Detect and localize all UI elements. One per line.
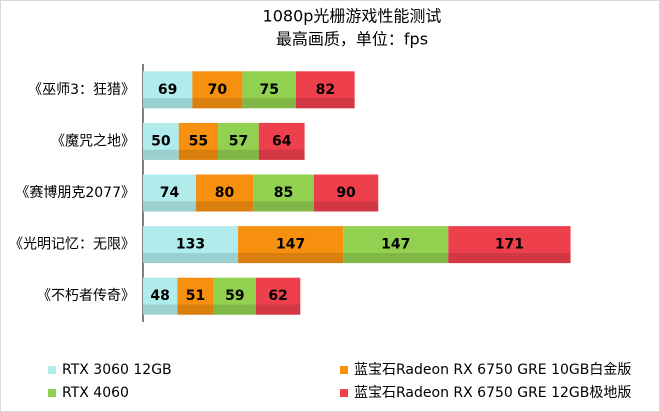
legend-label: RTX 4060 <box>62 385 129 401</box>
chart-title: 1080p光栅游戏性能测试 <box>263 7 442 26</box>
bar-shade <box>143 277 178 315</box>
value-label: 80 <box>215 185 235 201</box>
bar-shade <box>242 71 297 109</box>
bar-shade <box>448 226 571 264</box>
legend-label: RTX 3060 12GB <box>62 362 172 378</box>
value-label: 69 <box>158 82 177 98</box>
value-label: 133 <box>176 237 205 253</box>
value-label: 51 <box>186 288 205 304</box>
legend-swatch <box>48 366 56 374</box>
bar-shade <box>213 277 256 315</box>
bar-shade <box>143 71 193 109</box>
y-tick-label: 《光明记忆：无限》 <box>9 237 135 253</box>
value-label: 64 <box>272 133 292 149</box>
value-label: 50 <box>151 133 171 149</box>
bar-shade <box>258 122 305 160</box>
bar-shade <box>313 174 379 212</box>
y-tick-label: 《魔咒之地》 <box>51 133 135 149</box>
value-label: 147 <box>276 237 305 253</box>
bar-shade <box>253 174 314 212</box>
bar-shade <box>238 226 344 264</box>
value-label: 55 <box>189 133 208 149</box>
bar-shade <box>177 277 214 315</box>
value-label: 59 <box>225 288 244 304</box>
value-label: 147 <box>381 237 410 253</box>
bar-shade <box>143 122 179 160</box>
value-label: 75 <box>259 82 278 98</box>
bar-shade <box>218 122 259 160</box>
value-label: 85 <box>274 185 293 201</box>
bar-shade <box>343 226 449 264</box>
y-tick-label: 《不朽者传奇》 <box>37 287 135 304</box>
legend-swatch <box>340 389 348 397</box>
y-tick-label: 《巫师3：狂猎》 <box>28 82 135 98</box>
value-label: 82 <box>316 82 335 98</box>
value-label: 74 <box>160 185 180 201</box>
chart-subtitle: 最高画质，单位：fps <box>276 30 428 49</box>
value-label: 171 <box>495 237 524 253</box>
bar-shade <box>255 277 301 315</box>
value-label: 48 <box>150 288 169 304</box>
legend-swatch <box>340 366 348 374</box>
value-label: 70 <box>208 82 228 98</box>
y-tick-label: 《赛博朋克2077》 <box>15 184 135 201</box>
legend-label: 蓝宝石Radeon RX 6750 GRE 12GB极地版 <box>354 385 631 401</box>
value-label: 57 <box>229 133 248 149</box>
value-label: 62 <box>268 288 287 304</box>
bar-shade <box>143 174 196 212</box>
legend-swatch <box>48 389 56 397</box>
bar-shade <box>192 71 243 109</box>
bar-shade <box>143 226 239 264</box>
legend-label: 蓝宝石Radeon RX 6750 GRE 10GB白金版 <box>354 362 631 378</box>
bar-shade <box>296 71 355 109</box>
bar-shade <box>195 174 254 212</box>
value-label: 90 <box>336 185 356 201</box>
bar-shade <box>178 122 219 160</box>
